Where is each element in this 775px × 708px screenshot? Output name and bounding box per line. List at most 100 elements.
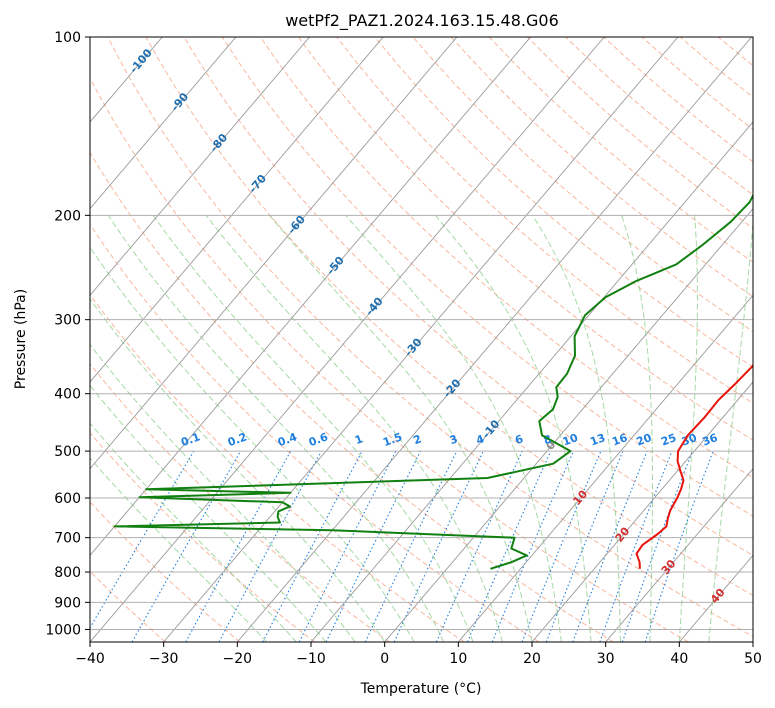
grid [90,37,753,642]
moist-adiabat [152,215,474,642]
mixing-ratio-label: 0.1 [179,430,202,449]
x-tick-label: −10 [296,651,326,667]
y-tick-label: 700 [54,531,81,547]
moist-adiabat [205,214,503,642]
mixing-ratio-line [621,450,693,642]
moist-adiabat [90,343,356,642]
isotherm-line [531,381,753,642]
x-axis-label: Temperature (°C) [360,681,482,697]
mixing-ratio-label: 8 [542,432,554,447]
dry-adiabat [90,77,689,642]
mixing-ratio-label: 2 [412,432,424,447]
mixing-ratio-label: 25 [659,431,678,448]
dry-adiabat [90,501,241,642]
mixing-ratio-label: 13 [588,431,607,448]
moist-adiabat [90,422,297,642]
y-tick-label: 600 [54,491,81,507]
dry-adiabat [90,223,540,642]
mixing-ratio-line [435,450,523,642]
x-tick-label: 50 [744,651,762,667]
y-tick-label: 900 [54,595,81,611]
dry-adiabat [90,293,465,642]
mixing-ratio-line [572,450,648,642]
mixing-ratio-label: 16 [610,431,629,449]
mixing-ratio-label: 0.2 [226,430,249,449]
y-tick-label: 800 [54,565,81,581]
mixing-ratio-label: 1 [353,432,365,447]
x-tick-label: 30 [597,651,615,667]
dry-adiabat [412,37,753,333]
mixing-ratio-line [644,450,714,642]
x-tick-label: 40 [670,651,688,667]
mixing-ratio-label: 1.5 [381,430,404,449]
isotherm-line [163,37,679,642]
isotherm-line [90,37,605,642]
dry-adiabat [90,432,316,642]
x-tick-label: 20 [523,651,541,667]
mixing-ratio-line [298,450,397,642]
mixing-ratio-labels: 0.1 0.2 0.4 0.6 1 1.5 2 3 4 6 8 10 13 16 20 25 30 36 [179,430,720,449]
dry-adiabat [298,37,753,441]
dry-adiabat [450,37,753,298]
moist-adiabat [90,384,327,642]
y-tick-label: 500 [54,444,81,460]
x-tick-label: −30 [149,651,179,667]
dry-adiabat [145,37,753,597]
moist-adiabat [107,215,445,642]
mixing-ratio-line [218,450,322,642]
mixing-ratio-line [325,450,422,642]
mixing-ratio-label: 30 [680,431,699,449]
isotherm-line [236,37,752,642]
mixing-ratio-line [521,450,602,642]
mixing-ratio-label: 0.6 [307,430,330,449]
x-tick-label: 10 [449,651,467,667]
moist-adiabat [531,215,621,642]
mixing-ratio-line [466,450,552,642]
moist-adiabat [621,215,653,642]
dry-adiabat [183,37,753,556]
y-axis: 100 200 300 400 500 600 700 800 900 1000 [45,30,90,638]
temperature-profile [635,363,753,569]
moist-adiabat [269,214,533,642]
y-tick-label: 200 [54,208,81,224]
x-tick-label: 0 [380,651,389,667]
isotherm-line [384,207,753,642]
isotherm-line [90,37,531,557]
dry-adiabat [336,37,753,404]
moist-adiabat [708,216,753,642]
moist-adiabat [345,214,562,642]
mixing-ratio-label: 6 [513,432,525,447]
isotherm-line [457,294,753,642]
moist-adiabat [435,214,592,642]
mixing-ratio-line [545,450,624,642]
x-tick-label: −40 [75,651,105,667]
mixing-ratio-label: 36 [701,431,720,449]
moist-adiabat [90,298,386,642]
dry-adiabat [221,37,753,517]
isotherm-line [605,467,753,642]
plot-frame [89,36,754,643]
y-tick-label: 1000 [45,622,81,638]
moist-adiabat [678,215,699,642]
mixing-ratio-line [599,450,673,642]
y-axis-label: Pressure (hPa) [13,289,29,389]
isotherm-line [90,37,458,470]
y-tick-label: 400 [54,387,81,403]
mixing-ratio-label: 10 [561,431,580,449]
x-tick-label: −20 [223,651,253,667]
y-tick-label: 100 [54,30,81,46]
series-group [113,193,753,570]
isotherm-line [90,37,384,383]
mixing-ratio-label: 4 [474,432,486,447]
chart-title: wetPf2_PAZ1.2024.163.15.48.G06 [285,11,559,31]
y-tick-label: 300 [54,313,81,329]
background-lines [90,37,753,642]
moist-adiabat [90,246,415,642]
mixing-ratio-label: 0.4 [276,430,299,449]
dewpoint-profile [113,193,753,570]
mixing-ratio-label: 3 [448,432,460,447]
isotherm-line [90,37,237,210]
x-axis: −40 −30 −20 −10 0 10 20 30 40 50 [75,642,762,667]
